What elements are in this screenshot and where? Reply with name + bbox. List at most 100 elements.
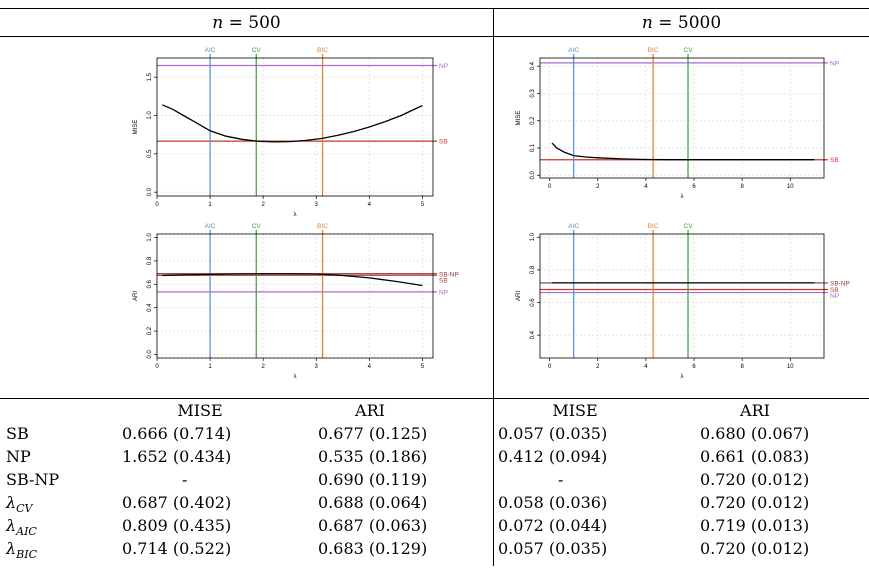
- y-tick-label: 0.0: [530, 170, 536, 179]
- y-tick-label: 1.5: [147, 72, 153, 81]
- x-tick-label: 8: [740, 364, 744, 370]
- x-tick-label: 2: [596, 184, 600, 190]
- table-cell: 0.714 (0.522): [122, 539, 232, 558]
- x-axis-label: λ: [681, 374, 684, 380]
- y-axis-label: MISE: [133, 120, 139, 135]
- table-cell: 0.680 (0.067): [700, 424, 810, 443]
- table-cell: 1.652 (0.434): [122, 447, 232, 466]
- x-tick-label: 2: [261, 202, 265, 208]
- row-label: λBIC: [6, 539, 37, 562]
- panel-header-n500: n = 500: [212, 13, 281, 33]
- table-cell: 0.683 (0.129): [318, 539, 428, 558]
- y-tick-label: 0.0: [147, 350, 153, 359]
- x-axis-label: λ: [294, 374, 297, 380]
- y-axis-label: MISE: [516, 111, 522, 126]
- y-tick-label: 1.0: [147, 233, 153, 242]
- hline-label-np: NP: [439, 63, 448, 70]
- table-cell: 0.688 (0.064): [318, 493, 428, 512]
- x-tick-label: 3: [315, 364, 319, 370]
- y-tick-label: 0.4: [147, 303, 153, 312]
- vline-label-aic: AIC: [205, 223, 216, 230]
- table-cell: 0.720 (0.012): [700, 470, 810, 489]
- table-cell: 0.690 (0.119): [318, 470, 428, 489]
- x-axis-label: λ: [681, 194, 684, 200]
- curve-line: [162, 104, 423, 143]
- chart-n5000-mise: NP SB AIC BIC CV 0 2 4 6 8 10 λ 0.0 0.1 0.2 0.3 0.4 MISE: [516, 47, 839, 200]
- x-tick-label: 1: [208, 364, 212, 370]
- table-cell: 0.058 (0.036): [498, 493, 608, 512]
- plot-frame: [156, 57, 434, 197]
- header-rule: [0, 36, 869, 37]
- x-tick-label: 6: [692, 184, 696, 190]
- y-tick-label: 0.8: [147, 256, 153, 265]
- vline-label-cv: CV: [252, 223, 262, 230]
- x-tick-label: 4: [644, 184, 648, 190]
- row-label: SB: [6, 424, 29, 443]
- chart-n500-mise: NP SB AIC CV BIC 0 1 2 3 4 5 λ 0.0 0.5 1.0 1.5 MISE: [133, 47, 448, 218]
- table-cell: 0.720 (0.012): [700, 539, 810, 558]
- x-tick-label: 3: [315, 202, 319, 208]
- table-cell: 0.719 (0.013): [700, 516, 810, 535]
- y-tick-label: 1.0: [147, 111, 153, 120]
- x-tick-label: 8: [740, 184, 744, 190]
- table-cell: 0.720 (0.012): [700, 493, 810, 512]
- x-tick-label: 4: [644, 364, 648, 370]
- vline-label-cv: CV: [684, 47, 694, 54]
- hline-label-sb-np: SB-NP: [439, 271, 459, 278]
- x-tick-label: 1: [208, 202, 212, 208]
- table-cell: 0.677 (0.125): [318, 424, 428, 443]
- hline-label-np: NP: [439, 289, 448, 296]
- y-tick-label: 0.1: [530, 143, 536, 152]
- table-rule: [0, 398, 869, 399]
- table-cell: 0.057 (0.035): [498, 539, 608, 558]
- vline-label-bic: BIC: [317, 47, 328, 54]
- y-axis-label: ARI: [516, 291, 522, 301]
- col-header: ARI: [355, 401, 385, 420]
- hline-label-np: NP: [830, 60, 839, 67]
- x-axis-label: λ: [294, 212, 297, 218]
- hline-label-np: NP: [830, 293, 839, 300]
- top-rule: [0, 8, 869, 9]
- hline-label-sb: SB: [830, 287, 839, 294]
- header-n-value: 5000: [677, 13, 722, 33]
- vline-label-bic: BIC: [648, 47, 659, 54]
- col-header: ARI: [740, 401, 770, 420]
- row-label: λCV: [6, 493, 33, 516]
- x-tick-label: 2: [261, 364, 265, 370]
- panel-header-n5000: n = 5000: [641, 13, 722, 33]
- vline-label-aic: AIC: [568, 47, 579, 54]
- plot-frame: [539, 233, 825, 359]
- vline-label-bic: BIC: [648, 223, 659, 230]
- y-tick-label: 0.4: [530, 61, 536, 70]
- y-tick-label: 0.6: [530, 298, 536, 307]
- table-cell: 0.535 (0.186): [318, 447, 428, 466]
- col-header: MISE: [552, 401, 598, 420]
- row-label: λAIC: [6, 516, 37, 539]
- y-tick-label: 0.5: [147, 149, 153, 158]
- vline-label-cv: CV: [252, 47, 262, 54]
- table-cell: 0.687 (0.063): [318, 516, 428, 535]
- y-tick-label: 0.2: [530, 116, 536, 125]
- table-cell: 0.072 (0.044): [498, 516, 608, 535]
- y-tick-label: 0.2: [147, 326, 153, 335]
- y-tick-label: 0.3: [530, 89, 536, 98]
- hline-label-sb: SB: [830, 157, 839, 164]
- header-n-value: 500: [248, 13, 281, 33]
- x-tick-label: 2: [596, 364, 600, 370]
- plot-frame: [156, 233, 434, 359]
- x-tick-label: 5: [421, 364, 425, 370]
- hline-label-sb: SB: [439, 139, 448, 146]
- table-cell: 0.809 (0.435): [122, 516, 232, 535]
- row-label: NP: [6, 447, 31, 466]
- y-axis-label: ARI: [133, 291, 139, 301]
- y-tick-label: 0.8: [530, 265, 536, 274]
- table-cell: 0.661 (0.083): [700, 447, 810, 466]
- table-cell: 0.666 (0.714): [122, 424, 232, 443]
- table-cell: 0.412 (0.094): [498, 447, 608, 466]
- y-tick-label: 0.4: [530, 330, 536, 339]
- x-tick-label: 0: [155, 364, 159, 370]
- col-header: MISE: [177, 401, 223, 420]
- vline-label-aic: AIC: [568, 223, 579, 230]
